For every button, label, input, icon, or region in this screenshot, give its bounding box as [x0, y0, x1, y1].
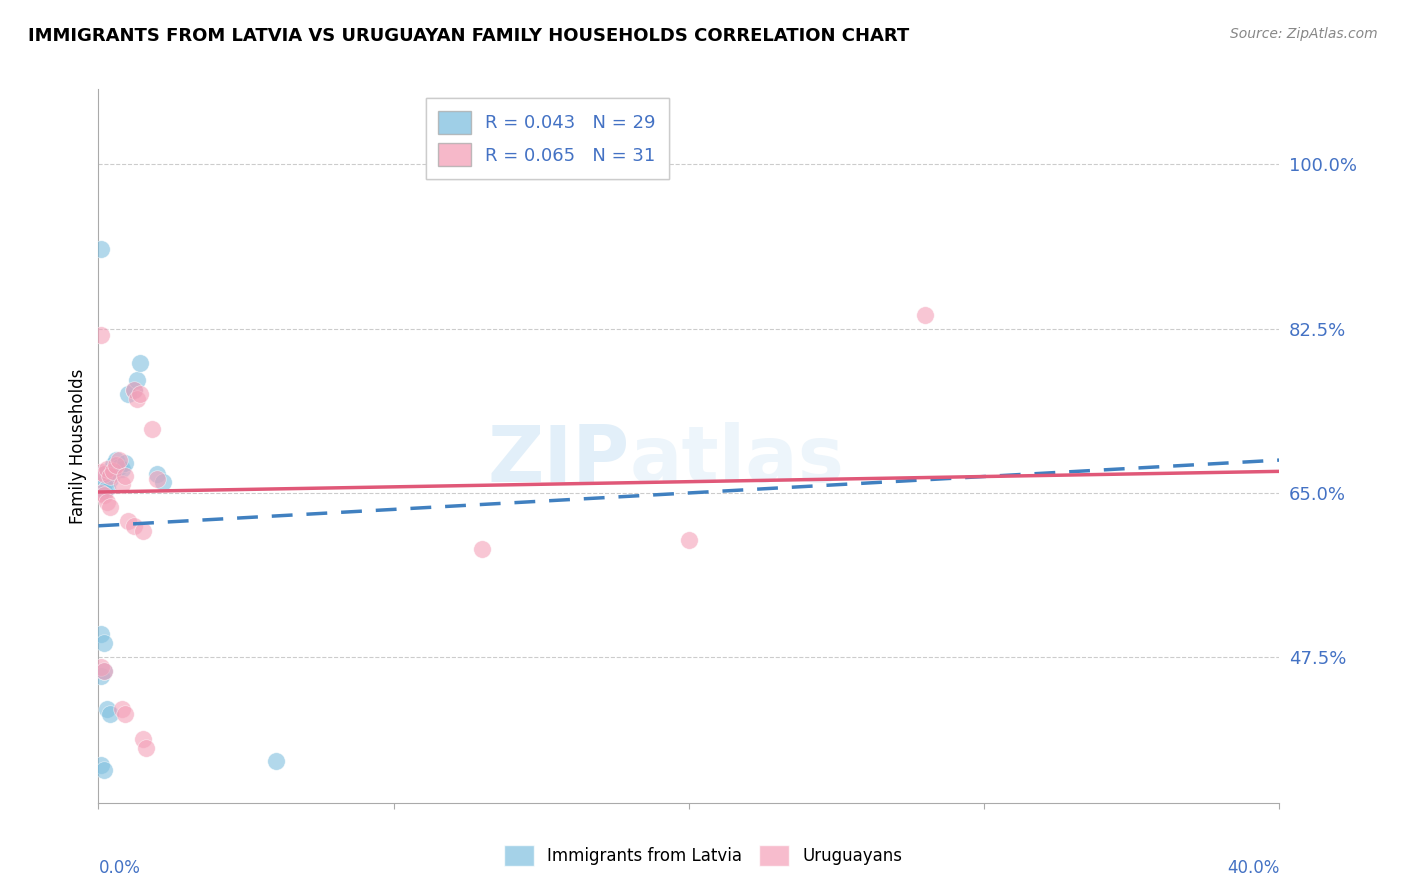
Point	[105, 458, 128, 472]
Point	[93, 636, 115, 650]
Text: 0.0%: 0.0%	[98, 859, 141, 877]
Y-axis label: Family Households: Family Households	[69, 368, 87, 524]
Point	[93, 469, 115, 483]
Point	[152, 475, 174, 489]
Point	[90, 486, 112, 500]
Point	[125, 392, 148, 406]
Point	[90, 758, 112, 772]
Point	[90, 627, 112, 641]
Point	[914, 308, 936, 322]
Point	[90, 481, 112, 495]
Point	[141, 422, 163, 436]
Point	[122, 518, 145, 533]
Point	[96, 495, 118, 509]
Point	[264, 754, 287, 768]
Legend: Immigrants from Latvia, Uruguayans: Immigrants from Latvia, Uruguayans	[495, 837, 911, 875]
Point	[98, 472, 121, 486]
Point	[678, 533, 700, 547]
Text: Source: ZipAtlas.com: Source: ZipAtlas.com	[1230, 27, 1378, 41]
Point	[93, 484, 115, 499]
Point	[90, 669, 112, 683]
Point	[90, 467, 112, 482]
Point	[128, 387, 150, 401]
Point	[93, 467, 115, 482]
Point	[108, 459, 131, 474]
Point	[471, 542, 494, 557]
Point	[114, 469, 136, 483]
Point	[90, 328, 112, 343]
Point	[132, 731, 155, 746]
Point	[93, 665, 115, 679]
Point	[103, 464, 125, 478]
Text: ZIP: ZIP	[488, 422, 630, 499]
Point	[114, 706, 136, 721]
Legend: R = 0.043   N = 29, R = 0.065   N = 31: R = 0.043 N = 29, R = 0.065 N = 31	[426, 98, 669, 179]
Point	[117, 387, 139, 401]
Point	[117, 514, 139, 528]
Point	[98, 469, 121, 483]
Text: 40.0%: 40.0%	[1227, 859, 1279, 877]
Point	[98, 706, 121, 721]
Point	[93, 488, 115, 502]
Point	[90, 465, 112, 479]
Point	[90, 659, 112, 673]
Point	[96, 481, 118, 495]
Point	[122, 383, 145, 397]
Point	[111, 702, 134, 716]
Point	[146, 467, 169, 482]
Point	[90, 242, 112, 256]
Point	[132, 524, 155, 538]
Point	[114, 456, 136, 470]
Point	[96, 462, 118, 476]
Point	[98, 500, 121, 514]
Point	[105, 453, 128, 467]
Point	[103, 467, 125, 481]
Point	[96, 465, 118, 479]
Point	[103, 458, 125, 472]
Point	[111, 476, 134, 491]
Point	[135, 741, 157, 756]
Point	[111, 462, 134, 476]
Point	[125, 373, 148, 387]
Point	[128, 356, 150, 370]
Point	[93, 763, 115, 777]
Text: IMMIGRANTS FROM LATVIA VS URUGUAYAN FAMILY HOUSEHOLDS CORRELATION CHART: IMMIGRANTS FROM LATVIA VS URUGUAYAN FAMI…	[28, 27, 910, 45]
Point	[146, 472, 169, 486]
Point	[93, 665, 115, 679]
Point	[96, 702, 118, 716]
Text: atlas: atlas	[630, 422, 845, 499]
Point	[108, 453, 131, 467]
Point	[122, 383, 145, 397]
